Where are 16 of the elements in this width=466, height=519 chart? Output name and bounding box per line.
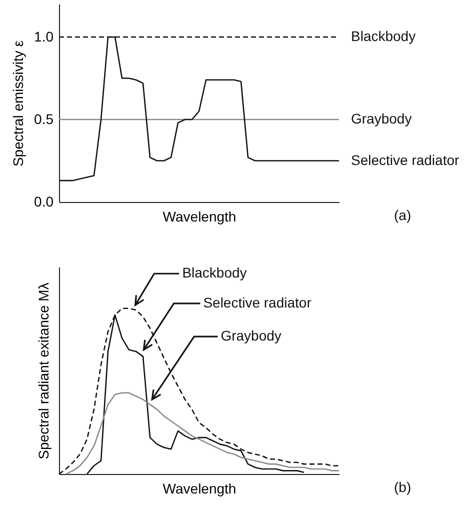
y-tick-label: 0.5 (34, 111, 54, 127)
text: Selective radiator (203, 294, 312, 310)
series-label: Graybody (351, 110, 412, 126)
series-label: Selective radiator (351, 152, 460, 168)
text: Graybody (220, 328, 282, 344)
y-tick-label: 1.0 (34, 28, 54, 44)
y-axis-title: Spectral radiant exitance Mλ (36, 282, 52, 460)
y-axis-title: Spectral emissivity ε (10, 40, 26, 167)
text: Blackbody (182, 264, 247, 281)
x-axis-title: Wavelength (162, 480, 236, 496)
text: (b) (394, 479, 412, 495)
series-label: Blackbody (351, 28, 416, 44)
text: (a) (394, 207, 412, 223)
line-series (58, 36, 340, 182)
y-tick-label: 0.0 (34, 194, 54, 210)
x-axis-title: Wavelength (162, 208, 236, 224)
